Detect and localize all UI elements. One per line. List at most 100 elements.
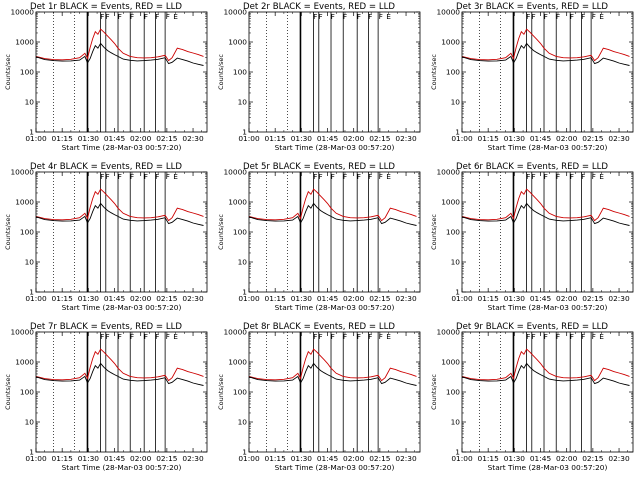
x-tick-label: 01:15 <box>478 134 500 143</box>
panel-det8r: Det 8r BLACK = Events, RED = LLD 1 10 100 10… <box>213 320 426 480</box>
y-tick-label: 1000 <box>228 358 247 367</box>
y-axis-label: Counts/sec <box>217 214 225 250</box>
y-axis-label: Counts/sec <box>430 214 438 250</box>
series-events-line <box>248 362 417 386</box>
y-tick-label: 100 <box>20 228 34 237</box>
flag-marker: F <box>331 12 335 21</box>
y-tick-label: 100 <box>446 68 460 77</box>
y-tick-label: 1 <box>29 288 34 297</box>
x-tick-label: 01:45 <box>104 134 126 143</box>
flag-marker: F <box>544 172 548 181</box>
flag-marker: F <box>313 12 317 21</box>
x-tick-label: 01:30 <box>291 454 313 463</box>
flag-marker: F <box>357 172 361 181</box>
flag-marker: F <box>531 332 535 341</box>
x-tick-label: 02:15 <box>582 294 604 303</box>
x-tick-label: 02:00 <box>556 134 578 143</box>
x-tick-label: 01:00 <box>238 294 260 303</box>
y-axis-label: Counts/sec <box>4 54 12 90</box>
panel-det1r: Det 1r BLACK = Events, RED = LLD 1 10 100 10… <box>0 0 213 160</box>
y-tick-label: 100 <box>446 228 460 237</box>
x-tick-label: 01:00 <box>451 294 473 303</box>
flag-marker: F <box>556 172 560 181</box>
y-tick-label: 10 <box>451 418 461 427</box>
y-tick-label: 100 <box>233 68 247 77</box>
y-tick-label: 1 <box>455 128 460 137</box>
plot-frame <box>35 171 208 293</box>
chart-title: Det 3r BLACK = Events, RED = LLD <box>456 2 608 12</box>
x-tick-label: 01:15 <box>265 134 287 143</box>
flag-marker: F <box>318 12 322 21</box>
flag-marker: F <box>592 332 596 341</box>
series-lld-line <box>461 188 630 222</box>
y-tick-label: 10 <box>25 258 35 267</box>
series-lld-line <box>248 348 417 382</box>
flag-marker: F <box>155 332 159 341</box>
x-tick-label: 01:45 <box>317 294 339 303</box>
flag-marker: F <box>318 172 322 181</box>
x-tick-label: 02:00 <box>556 454 578 463</box>
x-tick-label: 01:30 <box>504 134 526 143</box>
flag-marker: F <box>331 172 335 181</box>
x-tick-label: 01:30 <box>291 134 313 143</box>
panel-det6r: Det 6r BLACK = Events, RED = LLD 1 10 100 10… <box>426 160 639 320</box>
y-tick-label: 1000 <box>228 38 247 47</box>
y-tick-label: 100 <box>446 388 460 397</box>
flag-marker: F <box>531 172 535 181</box>
flag-marker: F <box>166 332 170 341</box>
x-axis-label: Start Time (28-Mar-03 00:57:20) <box>275 303 395 312</box>
flag-marker: F <box>118 172 122 181</box>
y-tick-label: 10 <box>238 258 248 267</box>
flag-marker: F <box>118 332 122 341</box>
y-tick-label: 1000 <box>441 38 460 47</box>
y-tick-label: 10000 <box>10 8 34 17</box>
flag-marker: E <box>599 12 604 21</box>
y-tick-label: 10000 <box>10 328 34 337</box>
series-lld-line <box>35 28 204 62</box>
flag-marker: F <box>166 172 170 181</box>
x-tick-label: 01:15 <box>52 134 74 143</box>
y-tick-label: 1000 <box>15 38 34 47</box>
x-tick-label: 01:45 <box>530 294 552 303</box>
y-axis-label: Counts/sec <box>4 214 12 250</box>
flag-marker: F <box>144 12 148 21</box>
chart-title: Det 4r BLACK = Events, RED = LLD <box>30 162 182 172</box>
flag-marker: F <box>343 172 347 181</box>
chart-title: Det 7r BLACK = Events, RED = LLD <box>30 322 182 332</box>
x-axis-label: Start Time (28-Mar-03 00:57:20) <box>62 143 182 152</box>
x-tick-label: 01:00 <box>25 454 47 463</box>
y-axis-label: Counts/sec <box>430 374 438 410</box>
plot-frame <box>248 171 421 293</box>
chart-title: Det 6r BLACK = Events, RED = LLD <box>456 162 608 172</box>
flag-marker: F <box>531 12 535 21</box>
flag-marker: F <box>318 332 322 341</box>
series-events-line <box>461 42 630 66</box>
flag-marker: E <box>386 12 391 21</box>
x-tick-label: 01:00 <box>238 454 260 463</box>
x-tick-label: 02:00 <box>130 134 152 143</box>
series-lld-line <box>248 188 417 222</box>
flag-marker: F <box>581 332 585 341</box>
x-tick-label: 02:30 <box>395 294 417 303</box>
flag-marker: F <box>581 172 585 181</box>
x-tick-label: 01:30 <box>78 134 100 143</box>
x-axis-label: Start Time (28-Mar-03 00:57:20) <box>488 463 608 472</box>
x-axis-label: Start Time (28-Mar-03 00:57:20) <box>62 463 182 472</box>
flag-marker: E <box>173 332 178 341</box>
x-tick-label: 01:30 <box>504 294 526 303</box>
chart-title: Det 8r BLACK = Events, RED = LLD <box>243 322 395 332</box>
y-tick-label: 10000 <box>10 168 34 177</box>
flag-marker: F <box>368 12 372 21</box>
y-tick-label: 1 <box>29 128 34 137</box>
flag-marker: F <box>379 12 383 21</box>
chart-title: Det 5r BLACK = Events, RED = LLD <box>243 162 395 172</box>
series-lld-line <box>461 28 630 62</box>
x-tick-label: 01:15 <box>52 294 74 303</box>
x-axis-label: Start Time (28-Mar-03 00:57:20) <box>275 463 395 472</box>
y-tick-label: 10000 <box>436 168 460 177</box>
flag-marker: F <box>130 172 134 181</box>
flag-marker: F <box>379 172 383 181</box>
plot-frame <box>248 331 421 453</box>
x-tick-label: 01:45 <box>530 134 552 143</box>
